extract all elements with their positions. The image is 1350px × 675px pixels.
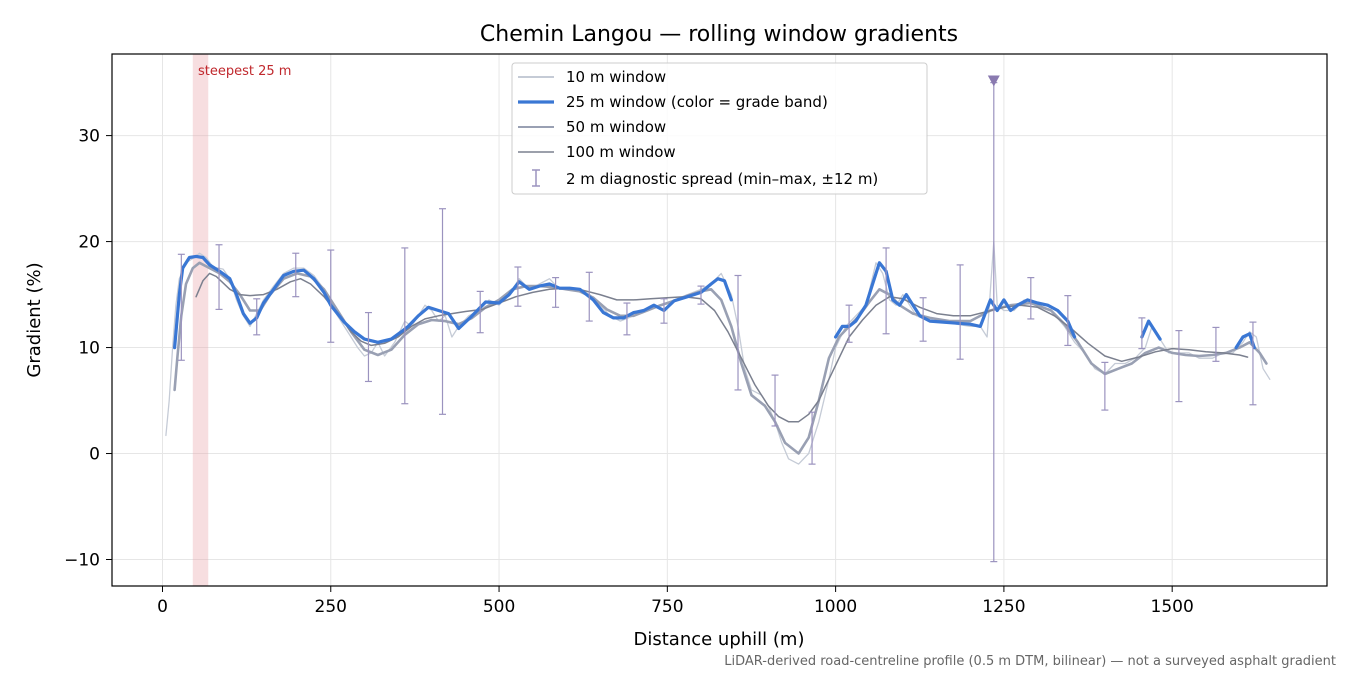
legend: 10 m window 25 m window (color = grade b… [511, 62, 928, 195]
error-bar [734, 274, 742, 391]
y-tick-label: 10 [78, 339, 100, 359]
x-tick-label: 750 [651, 597, 683, 617]
error-bar [215, 244, 223, 311]
footnote: LiDAR-derived road-centreline profile (0… [724, 654, 1336, 669]
x-tick-label: 1250 [982, 597, 1025, 617]
y-tick-label: −10 [64, 551, 100, 571]
error-bar [439, 208, 447, 415]
x-tick-label: 0 [157, 597, 168, 617]
error-bar [882, 247, 890, 335]
x-tick-label: 1000 [814, 597, 857, 617]
error-bar [1212, 326, 1220, 362]
error-bar [1027, 277, 1035, 320]
error-bar [808, 411, 816, 465]
series-line-25m [1234, 332, 1256, 350]
y-tick-label: 30 [78, 127, 100, 147]
error-bar [476, 290, 484, 334]
steepest-band-layer [192, 54, 209, 586]
error-bar [585, 271, 593, 322]
error-bar [623, 302, 631, 336]
error-bar [956, 264, 964, 360]
legend-label-25m: 25 m window (color = grade band) [566, 93, 828, 111]
legend-label-50m: 50 m window [566, 118, 666, 136]
error-bar [364, 311, 372, 383]
x-tick-label: 250 [315, 597, 347, 617]
error-bar [253, 298, 261, 336]
error-bar [552, 277, 560, 308]
error-bar [1101, 361, 1109, 411]
chart-title: Chemin Langou — rolling window gradients [480, 22, 958, 47]
steepest-band [192, 54, 209, 586]
error-bar [177, 253, 185, 361]
x-axis-label: Distance uphill (m) [634, 629, 805, 650]
error-bar [1064, 295, 1072, 347]
legend-label-10m: 10 m window [566, 68, 666, 86]
error-bar [1175, 329, 1183, 403]
marker-layer [987, 75, 1000, 87]
y-axis-label: Gradient (%) [24, 262, 45, 377]
legend-swatch-error-bar [532, 169, 540, 187]
grid [112, 54, 1327, 586]
legend-frame [511, 62, 928, 195]
error-bar [697, 285, 705, 305]
error-bar [845, 304, 853, 343]
error-bar [514, 266, 522, 307]
plot-frame [111, 53, 1328, 587]
series-line-25m [173, 254, 733, 350]
series-line-25m [1140, 319, 1162, 341]
peak-marker [987, 75, 1000, 87]
error-bar [292, 252, 300, 298]
y-tick-label: 0 [89, 445, 100, 465]
error-bar [1138, 317, 1146, 350]
error-bar-layer [177, 82, 1257, 563]
steepest-band-label: steepest 25 m [198, 64, 291, 79]
x-tick-label: 1500 [1151, 597, 1194, 617]
x-tick-label: 500 [483, 597, 515, 617]
tick-layer: 0 250 500 750 1000 1250 1500 −10 0 10 20 30 [64, 127, 1194, 617]
error-bar [401, 247, 409, 405]
y-tick-label: 20 [78, 233, 100, 253]
error-bar [771, 374, 779, 427]
error-bar [1249, 321, 1257, 406]
error-bar [660, 298, 668, 324]
legend-label-error-bar: 2 m diagnostic spread (min–max, ±12 m) [566, 170, 878, 188]
legend-label-100m: 100 m window [566, 143, 676, 161]
error-bar [327, 249, 335, 343]
error-bar [919, 297, 927, 342]
